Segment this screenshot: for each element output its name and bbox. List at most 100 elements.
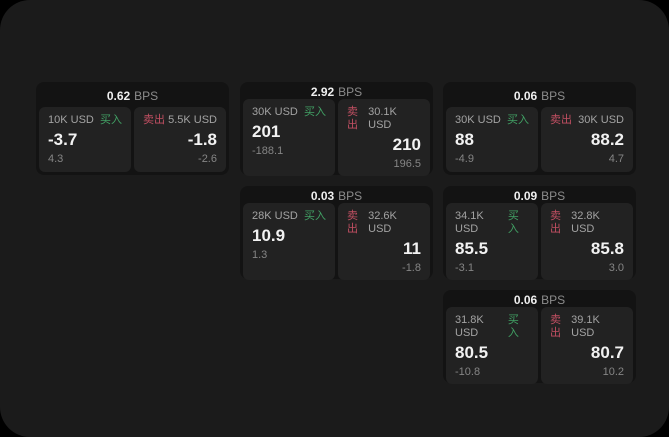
- sell-label: 卖出: [143, 114, 165, 126]
- card-header: 0.03 BPS: [243, 189, 430, 203]
- buy-label: 买入: [304, 106, 326, 118]
- buy-panel-top: 28K USD 买入: [252, 210, 326, 223]
- buy-panel[interactable]: 10K USD 买入 -3.7 4.3: [39, 107, 131, 172]
- quote-card: 0.06 BPS 30K USD 买入 88 -4.9 卖出 30K USD 8…: [443, 82, 636, 175]
- buy-delta: 1.3: [252, 249, 268, 261]
- bps-unit: BPS: [541, 293, 566, 307]
- buy-amount: 30K USD: [455, 114, 501, 126]
- sell-delta: 3.0: [608, 262, 624, 274]
- card-header: 0.62 BPS: [39, 85, 226, 107]
- sell-panel[interactable]: 卖出 39.1K USD 80.7 10.2: [541, 307, 633, 384]
- sell-panel-top: 卖出 30.1K USD: [347, 106, 421, 132]
- quote-panels: 30K USD 买入 201 -188.1 卖出 30.1K USD 210 1…: [243, 99, 430, 176]
- buy-amount: 31.8K USD: [455, 314, 484, 339]
- sell-delta: 196.5: [393, 158, 421, 170]
- buy-label: 买入: [100, 114, 122, 126]
- buy-label: 买入: [507, 114, 529, 126]
- sell-label: 卖出: [550, 114, 572, 126]
- buy-panel-top: 30K USD 买入: [252, 106, 326, 119]
- sell-amount: 30K USD: [578, 114, 624, 126]
- sell-amount: 32.6K USD: [368, 210, 397, 235]
- sell-delta: 4.7: [608, 153, 624, 165]
- sell-panel-top: 卖出 32.8K USD: [550, 210, 624, 236]
- buy-panel[interactable]: 28K USD 买入 10.9 1.3: [243, 203, 335, 280]
- sell-panel-top: 卖出 30K USD: [550, 114, 624, 127]
- bps-value: 0.09: [513, 189, 538, 203]
- sell-label: 卖出: [550, 314, 561, 339]
- quote-panels: 10K USD 买入 -3.7 4.3 卖出 5.5K USD -1.8 -2.…: [39, 107, 226, 172]
- sell-panel[interactable]: 卖出 32.8K USD 85.8 3.0: [541, 203, 633, 280]
- sell-delta: 10.2: [602, 366, 624, 378]
- quote-card: 0.62 BPS 10K USD 买入 -3.7 4.3 卖出 5.5K USD…: [36, 82, 229, 175]
- buy-panel[interactable]: 31.8K USD 买入 80.5 -10.8: [446, 307, 538, 384]
- card-header: 0.06 BPS: [446, 293, 633, 307]
- sell-panel[interactable]: 卖出 5.5K USD -1.8 -2.6: [134, 107, 226, 172]
- bps-unit: BPS: [338, 189, 363, 203]
- buy-panel-top: 31.8K USD 买入: [455, 314, 529, 340]
- quote-panels: 30K USD 买入 88 -4.9 卖出 30K USD 88.2 4.7: [446, 107, 633, 172]
- buy-delta: -4.9: [455, 153, 474, 165]
- bps-unit: BPS: [541, 189, 566, 203]
- bps-value: 0.06: [513, 89, 538, 103]
- sell-delta: -1.8: [402, 262, 421, 274]
- sell-price: 85.8: [590, 239, 624, 258]
- buy-panel[interactable]: 34.1K USD 买入 85.5 -3.1: [446, 203, 538, 280]
- buy-delta: -10.8: [455, 366, 481, 378]
- buy-label: 买入: [304, 210, 326, 222]
- card-header: 0.09 BPS: [446, 189, 633, 203]
- sell-price: 210: [392, 135, 421, 154]
- sell-panel-top: 卖出 32.6K USD: [347, 210, 421, 236]
- buy-panel-top: 34.1K USD 买入: [455, 210, 529, 236]
- sell-price: -1.8: [187, 130, 217, 149]
- card-header: 0.06 BPS: [446, 85, 633, 107]
- quote-card: 0.03 BPS 28K USD 买入 10.9 1.3 卖出 32.6K US…: [240, 186, 433, 280]
- buy-delta: 4.3: [48, 153, 64, 165]
- card-header: 2.92 BPS: [243, 85, 430, 99]
- bps-value: 0.06: [513, 293, 538, 307]
- sell-price: 80.7: [590, 343, 624, 362]
- buy-price: 88: [455, 130, 474, 149]
- buy-amount: 34.1K USD: [455, 210, 484, 235]
- sell-amount: 30.1K USD: [368, 106, 397, 131]
- buy-panel-top: 30K USD 买入: [455, 114, 529, 127]
- quote-card: 2.92 BPS 30K USD 买入 201 -188.1 卖出 30.1K …: [240, 82, 433, 176]
- bps-value: 0.03: [310, 189, 335, 203]
- quote-card: 0.09 BPS 34.1K USD 买入 85.5 -3.1 卖出 32.8K…: [443, 186, 636, 280]
- quote-panels: 28K USD 买入 10.9 1.3 卖出 32.6K USD 11 -1.8: [243, 203, 430, 280]
- buy-panel[interactable]: 30K USD 买入 88 -4.9: [446, 107, 538, 172]
- sell-amount: 39.1K USD: [571, 314, 600, 339]
- sell-label: 卖出: [347, 210, 358, 235]
- sell-label: 卖出: [347, 106, 358, 131]
- buy-price: 201: [252, 122, 281, 141]
- sell-panel[interactable]: 卖出 32.6K USD 11 -1.8: [338, 203, 430, 280]
- buy-delta: -3.1: [455, 262, 474, 274]
- quote-panels: 31.8K USD 买入 80.5 -10.8 卖出 39.1K USD 80.…: [446, 307, 633, 384]
- sell-amount: 32.8K USD: [571, 210, 600, 235]
- sell-delta: -2.6: [198, 153, 217, 165]
- buy-amount: 28K USD: [252, 210, 298, 222]
- bps-value: 2.92: [310, 85, 335, 99]
- sell-panel-top: 卖出 39.1K USD: [550, 314, 624, 340]
- buy-amount: 10K USD: [48, 114, 94, 126]
- buy-delta: -188.1: [252, 145, 284, 157]
- buy-amount: 30K USD: [252, 106, 298, 118]
- buy-label: 买入: [507, 210, 519, 235]
- sell-price: 11: [403, 239, 421, 258]
- quote-card: 0.06 BPS 31.8K USD 买入 80.5 -10.8 卖出 39.1…: [443, 290, 636, 384]
- sell-panel[interactable]: 卖出 30.1K USD 210 196.5: [338, 99, 430, 176]
- sell-amount: 5.5K USD: [168, 114, 217, 126]
- sell-label: 卖出: [550, 210, 561, 235]
- buy-price: -3.7: [48, 130, 78, 149]
- buy-price: 85.5: [455, 239, 489, 258]
- buy-panel[interactable]: 30K USD 买入 201 -188.1: [243, 99, 335, 176]
- buy-panel-top: 10K USD 买入: [48, 114, 122, 127]
- bps-unit: BPS: [541, 89, 566, 103]
- buy-price: 80.5: [455, 343, 489, 362]
- quote-panels: 34.1K USD 买入 85.5 -3.1 卖出 32.8K USD 85.8…: [446, 203, 633, 280]
- bps-value: 0.62: [106, 89, 131, 103]
- sell-panel[interactable]: 卖出 30K USD 88.2 4.7: [541, 107, 633, 172]
- sell-price: 88.2: [590, 130, 624, 149]
- buy-label: 买入: [507, 314, 519, 339]
- buy-price: 10.9: [252, 226, 286, 245]
